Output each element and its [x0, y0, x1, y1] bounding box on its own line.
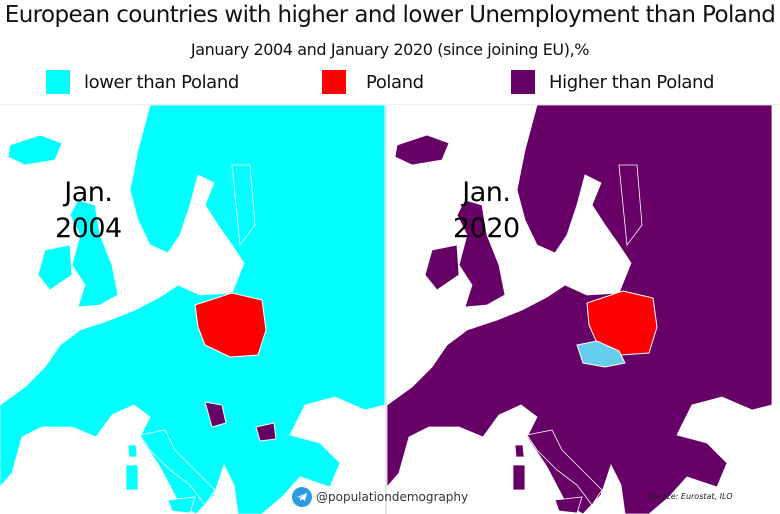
legend-higher: Higher than Poland	[511, 70, 714, 94]
chart-subtitle: January 2004 and January 2020 (since joi…	[190, 40, 590, 59]
year-label-line1: Jan.	[462, 177, 511, 208]
legend-swatch-lower	[46, 70, 70, 94]
year-label-line2: 2004	[55, 213, 122, 244]
legend-lower: lower than Poland	[46, 70, 239, 94]
legend-label: Poland	[366, 71, 424, 93]
europe-landmass	[387, 105, 773, 514]
poland-region	[586, 290, 658, 356]
map-2020: Jan. 2020	[387, 105, 780, 514]
legend-swatch-higher	[511, 70, 535, 94]
legend-label: Higher than Poland	[549, 71, 715, 93]
telegram-icon	[292, 487, 312, 507]
divider	[0, 104, 780, 105]
europe-landmass	[0, 105, 385, 514]
chart-title: European countries with higher and lower…	[4, 2, 776, 28]
year-label: Jan. 2020	[453, 175, 520, 247]
year-label-line1: Jan.	[64, 177, 113, 208]
legend-swatch-poland	[322, 70, 346, 94]
legend-poland: Poland	[322, 70, 424, 94]
poland-region	[194, 292, 267, 358]
bosnia-region	[204, 401, 227, 428]
legend-label: lower than Poland	[84, 71, 239, 93]
map-2004: Jan. 2004	[0, 105, 385, 514]
czechia-region	[576, 340, 626, 368]
panel-divider	[385, 105, 387, 514]
macedonia-region	[255, 422, 277, 442]
credit-handle: @populationdemography	[316, 490, 469, 504]
year-label: Jan. 2004	[55, 175, 122, 247]
year-label-line2: 2020	[453, 213, 520, 244]
source-note: Source: Eurostat, ILO	[648, 492, 733, 501]
credit: @populationdemography	[292, 487, 468, 507]
